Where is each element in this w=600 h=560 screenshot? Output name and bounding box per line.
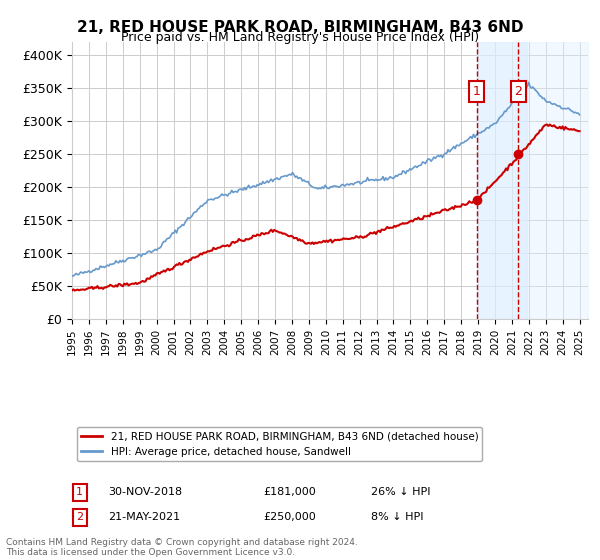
Text: Contains HM Land Registry data © Crown copyright and database right 2024.
This d: Contains HM Land Registry data © Crown c… [6, 538, 358, 557]
Text: 21-MAY-2021: 21-MAY-2021 [108, 512, 180, 522]
Text: £181,000: £181,000 [263, 487, 316, 497]
Text: Price paid vs. HM Land Registry's House Price Index (HPI): Price paid vs. HM Land Registry's House … [121, 31, 479, 44]
Text: 8% ↓ HPI: 8% ↓ HPI [371, 512, 424, 522]
Text: 1: 1 [473, 85, 481, 98]
Text: 30-NOV-2018: 30-NOV-2018 [108, 487, 182, 497]
Text: 2: 2 [514, 85, 522, 98]
Text: 2: 2 [76, 512, 83, 522]
Legend: 21, RED HOUSE PARK ROAD, BIRMINGHAM, B43 6ND (detached house), HPI: Average pric: 21, RED HOUSE PARK ROAD, BIRMINGHAM, B43… [77, 427, 482, 461]
Text: £250,000: £250,000 [263, 512, 316, 522]
Text: 21, RED HOUSE PARK ROAD, BIRMINGHAM, B43 6ND: 21, RED HOUSE PARK ROAD, BIRMINGHAM, B43… [77, 20, 523, 35]
Text: 26% ↓ HPI: 26% ↓ HPI [371, 487, 431, 497]
Text: 1: 1 [76, 487, 83, 497]
